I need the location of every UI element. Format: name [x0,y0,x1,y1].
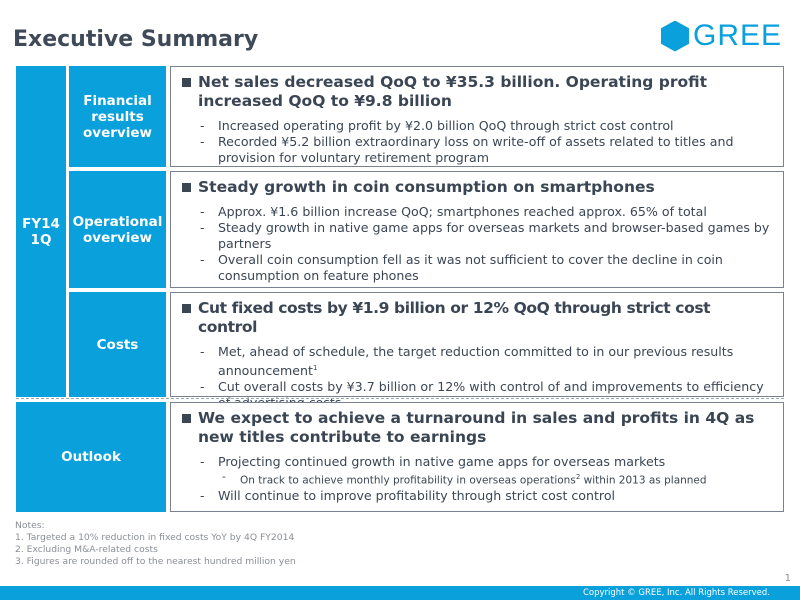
page-title: Executive Summary [13,27,259,52]
headline: Net sales decreased QoQ to ¥35.3 billion… [198,73,708,110]
square-bullet-icon [182,414,191,423]
gree-logo: GREE [661,19,782,53]
logo-text: GREE [693,19,783,52]
operational-box: Steady growth in coin consumption on sma… [170,171,784,288]
bullet: Projecting continued growth in native ga… [218,454,666,469]
notes-heading: Notes: [15,520,45,531]
bullet: Steady growth in native game apps for ov… [218,220,770,251]
sub-bullet-tail: within 2013 as planned [580,474,707,487]
footnote-ref: 2 [575,473,581,481]
note: 2. Excluding M&A-related costs [15,544,158,555]
category-financial: Financial results overview [69,66,166,167]
bullet: Will continue to improve profitability t… [218,487,616,503]
note: 1. Targeted a 10% reduction in fixed cos… [15,532,295,543]
notes: Notes: 1. Targeted a 10% reduction in fi… [15,520,296,568]
category-costs: Costs [69,292,166,397]
costs-box: Cut fixed costs by ¥1.9 billion or 12% Q… [170,292,784,410]
square-bullet-icon [182,78,191,87]
square-bullet-icon [182,183,191,192]
bullet: Recorded ¥5.2 billion extraordinary loss… [218,134,734,165]
divider [16,398,784,399]
period-label: FY14 1Q [16,66,66,397]
square-bullet-icon [182,304,191,313]
hexagon-logo-icon [661,20,689,52]
footer-copyright: Copyright © GREE, Inc. All Rights Reserv… [0,586,800,600]
headline: Steady growth in coin consumption on sma… [198,178,655,196]
financial-box: Net sales decreased QoQ to ¥35.3 billion… [170,66,784,167]
bullet: Met, ahead of schedule, the target reduc… [218,344,734,379]
category-outlook: Outlook [16,402,166,512]
footnote-ref: 1 [312,364,318,372]
sub-bullet: On track to achieve monthly profitabilit… [240,474,576,487]
headline: We expect to achieve a turnaround in sal… [198,409,755,446]
headline: Cut fixed costs by ¥1.9 billion or 12% Q… [198,299,711,336]
bullet: Overall coin consumption fell as it was … [218,252,723,283]
outlook-box: We expect to achieve a turnaround in sal… [170,402,784,512]
bullet: Approx. ¥1.6 billion increase QoQ; smart… [218,204,707,219]
note: 3. Figures are rounded off to the neares… [15,556,296,567]
page-number: 1 [784,573,791,584]
bullet: Increased operating profit by ¥2.0 billi… [218,118,674,133]
category-operational: Operational overview [69,171,166,288]
